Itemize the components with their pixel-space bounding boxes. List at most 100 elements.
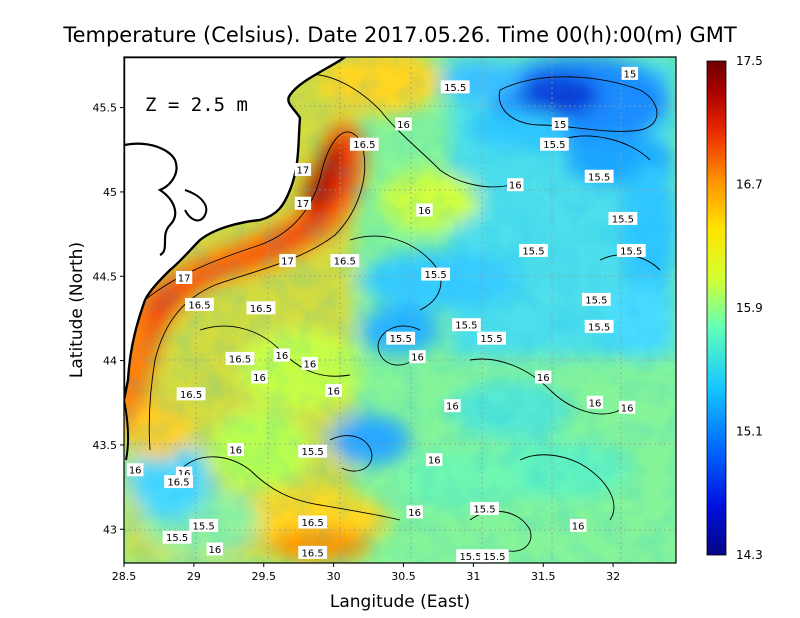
contour-label-text: 17 bbox=[178, 273, 191, 284]
contour-label: 16 bbox=[409, 350, 426, 364]
figure-title: Temperature (Celsius). Date 2017.05.26. … bbox=[62, 23, 737, 47]
contour-label: 15.5 bbox=[519, 243, 548, 257]
contour-label: 16 bbox=[251, 370, 268, 384]
contour-label-box bbox=[246, 301, 276, 315]
coastline bbox=[124, 57, 348, 401]
contour-label-box bbox=[301, 356, 319, 370]
x-tick-label: 29.5 bbox=[251, 570, 276, 583]
contour-label-text: 16.5 bbox=[302, 518, 324, 529]
contour-label-box bbox=[406, 505, 423, 519]
contour-label: 15.5 bbox=[440, 80, 470, 94]
contour-label-text: 16.5 bbox=[353, 140, 375, 151]
contour-label-box bbox=[621, 66, 639, 80]
contour-label: 15.5 bbox=[162, 530, 192, 544]
contour-label-text: 16 bbox=[621, 403, 634, 414]
contour-label-box bbox=[279, 254, 296, 268]
contour-label: 15.5 bbox=[470, 502, 499, 516]
contour-label-box bbox=[444, 399, 461, 413]
contour-label-text: 15.5 bbox=[455, 321, 477, 332]
contour-label: 15.5 bbox=[189, 518, 219, 532]
x-tick-label: 31.5 bbox=[531, 570, 556, 583]
contour-label: 16.5 bbox=[330, 254, 360, 268]
contour-label-box bbox=[584, 169, 614, 183]
contour-label-text: 15.5 bbox=[585, 295, 607, 306]
contour-label-box bbox=[298, 545, 328, 559]
contour-label-text: 16 bbox=[446, 402, 459, 413]
contour-label-box bbox=[298, 444, 328, 458]
contour-label: 15.5 bbox=[584, 319, 614, 333]
contour-label-text: 15.5 bbox=[522, 246, 544, 257]
contour-label: 16 bbox=[535, 370, 552, 384]
contour-label-box bbox=[395, 117, 412, 131]
contour-label-box bbox=[479, 549, 509, 563]
contour-label-box bbox=[294, 163, 312, 177]
contour-label-box bbox=[325, 383, 342, 397]
contour-label: 16 bbox=[273, 348, 291, 362]
contour-label-box bbox=[164, 475, 193, 489]
contour-label-text: 15.5 bbox=[480, 334, 502, 345]
contour-label-text: 16 bbox=[178, 469, 191, 480]
contour-label-text: 15.5 bbox=[444, 83, 466, 94]
contour-label-box bbox=[421, 267, 451, 281]
contour-label-text: 16.5 bbox=[229, 354, 251, 365]
contour-label-text: 15.5 bbox=[588, 172, 610, 183]
contour-label-box bbox=[298, 515, 328, 529]
contour-label-text: 16 bbox=[229, 445, 242, 456]
x-axis: 28.5 29 29.5 30 30.5 31 31.5 32 bbox=[112, 563, 620, 583]
contour-label: 15.5 bbox=[540, 137, 569, 151]
contour-label-text: 15.5 bbox=[612, 214, 634, 225]
colorbar-scale bbox=[706, 60, 727, 556]
contour-label: 16 bbox=[586, 395, 604, 409]
contour-label-box bbox=[540, 137, 569, 151]
contour-label-box bbox=[330, 254, 360, 268]
contour-label: 16 bbox=[618, 400, 636, 414]
contour-label: 15.5 bbox=[477, 331, 506, 345]
contour-label-text: 15.5 bbox=[543, 140, 565, 151]
contour-label-text: 16.5 bbox=[250, 304, 272, 315]
contour-label: 16 bbox=[206, 542, 224, 556]
contour-label-text: 16 bbox=[411, 353, 424, 364]
contour-label-text: 16 bbox=[303, 359, 316, 370]
contour-label-box bbox=[206, 542, 224, 556]
contour-label-text: 16 bbox=[129, 466, 142, 477]
contour-label-box bbox=[162, 530, 192, 544]
contour-label: 15.5 bbox=[386, 331, 416, 345]
contour-label: 15.5 bbox=[479, 549, 509, 563]
contour-label: 16 bbox=[426, 453, 443, 467]
contour-label: 16 bbox=[227, 442, 244, 456]
contour-label-box bbox=[189, 518, 219, 532]
colorbar-tick-label: 15.1 bbox=[736, 425, 763, 439]
contour-label-box bbox=[477, 331, 506, 345]
colorbar-tick-label: 14.3 bbox=[736, 548, 763, 562]
contour-label-box bbox=[416, 203, 433, 217]
contour-label: 16.5 bbox=[298, 545, 328, 559]
contour-label-box bbox=[535, 370, 552, 384]
contour-label: 16 bbox=[444, 399, 461, 413]
y-tick-label: 43 bbox=[103, 523, 117, 536]
x-axis-title: Langitude (East) bbox=[330, 592, 470, 612]
contour-label-text: 16 bbox=[509, 181, 522, 192]
contour-label-box bbox=[440, 80, 470, 94]
contour-label: 15.5 bbox=[584, 169, 614, 183]
contour-label-text: 17 bbox=[281, 257, 294, 268]
y-tick-label: 45.5 bbox=[93, 102, 118, 115]
contour-label-box bbox=[294, 196, 312, 210]
isotherms bbox=[144, 73, 661, 552]
x-tick-label: 32 bbox=[606, 570, 620, 583]
contour-label-box bbox=[608, 211, 638, 225]
contour-label-box bbox=[185, 297, 214, 311]
land-mass bbox=[124, 57, 348, 461]
contour-label: 16 bbox=[507, 178, 524, 192]
contour-label-box bbox=[586, 395, 604, 409]
y-tick-label: 44 bbox=[103, 355, 117, 368]
contour-label-text: 15.5 bbox=[588, 322, 610, 333]
contour-label-text: 16 bbox=[408, 508, 421, 519]
contour-label: 16.5 bbox=[164, 475, 193, 489]
contour-label: 16.5 bbox=[298, 515, 328, 529]
contour-label: 17 bbox=[279, 254, 296, 268]
contour-label-box bbox=[569, 518, 587, 532]
contour-label: 16 bbox=[416, 203, 433, 217]
y-tick-label: 45 bbox=[103, 186, 117, 199]
